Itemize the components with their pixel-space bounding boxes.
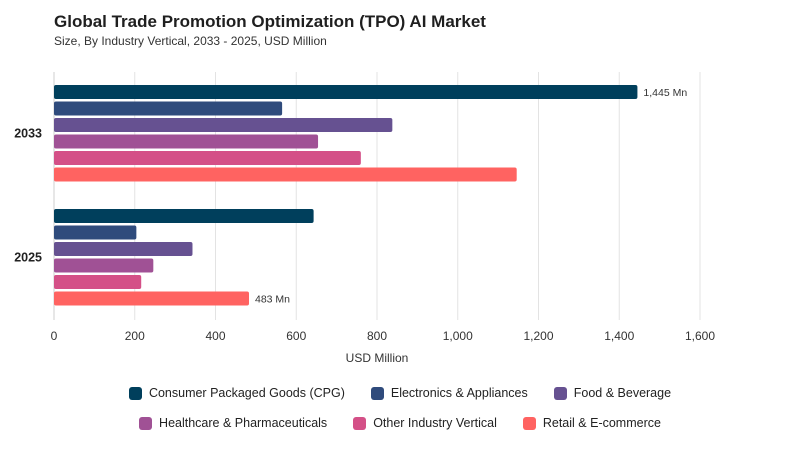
category-label: 2025 xyxy=(14,250,42,264)
bar xyxy=(54,209,314,223)
chart-title: Global Trade Promotion Optimization (TPO… xyxy=(54,12,486,31)
bar xyxy=(54,151,361,165)
legend-swatch xyxy=(128,386,142,400)
x-tick-label: 0 xyxy=(51,329,58,343)
x-tick-label: 1,600 xyxy=(685,329,715,343)
x-tick-label: 600 xyxy=(286,329,306,343)
bar xyxy=(54,242,193,256)
legend-swatch xyxy=(522,416,536,430)
bar xyxy=(54,134,319,149)
legend-item: Other Industry Vertical xyxy=(353,416,497,430)
legend-swatch xyxy=(553,386,567,400)
x-axis-label: USD Million xyxy=(346,351,409,365)
category-label: 2033 xyxy=(14,126,42,140)
x-tick-label: 1,000 xyxy=(443,329,473,343)
x-tick-label: 1,400 xyxy=(604,329,634,343)
legend-row-1: Consumer Packaged Goods (CPG) Electronics… xyxy=(0,386,800,400)
legend-item: Retail & E-commerce xyxy=(522,416,661,430)
chart-subtitle: Size, By Industry Vertical, 2033 - 2025,… xyxy=(54,34,327,48)
legend-label: Retail & E-commerce xyxy=(542,416,661,430)
bar xyxy=(54,275,142,289)
legend-label: Electronics & Appliances xyxy=(390,386,528,400)
bar xyxy=(54,118,393,132)
data-label: 483 Mn xyxy=(255,294,290,306)
data-label: 1,445 Mn xyxy=(643,87,687,99)
bar xyxy=(54,291,250,306)
bar xyxy=(54,225,137,240)
legend-label: Food & Beverage xyxy=(573,386,672,400)
legend-row-2: Healthcare & Pharmaceuticals Other Indust… xyxy=(0,416,800,430)
legend-item: Consumer Packaged Goods (CPG) xyxy=(128,386,345,400)
legend-label: Healthcare & Pharmaceuticals xyxy=(159,416,328,430)
legend-label: Consumer Packaged Goods (CPG) xyxy=(148,386,345,400)
legend-swatch xyxy=(353,416,367,430)
x-tick-label: 1,200 xyxy=(523,329,553,343)
bar xyxy=(54,101,283,116)
legend-item: Food & Beverage xyxy=(553,386,672,400)
legend-label: Other Industry Vertical xyxy=(373,416,497,430)
x-tick-label: 800 xyxy=(367,329,387,343)
bar xyxy=(54,258,154,273)
bar xyxy=(54,85,638,99)
bar xyxy=(54,167,517,182)
x-tick-label: 400 xyxy=(205,329,225,343)
legend-swatch xyxy=(370,386,384,400)
legend-item: Electronics & Appliances xyxy=(370,386,528,400)
legend-swatch xyxy=(139,416,153,430)
legend-item: Healthcare & Pharmaceuticals xyxy=(139,416,327,430)
x-tick-label: 200 xyxy=(125,329,145,343)
